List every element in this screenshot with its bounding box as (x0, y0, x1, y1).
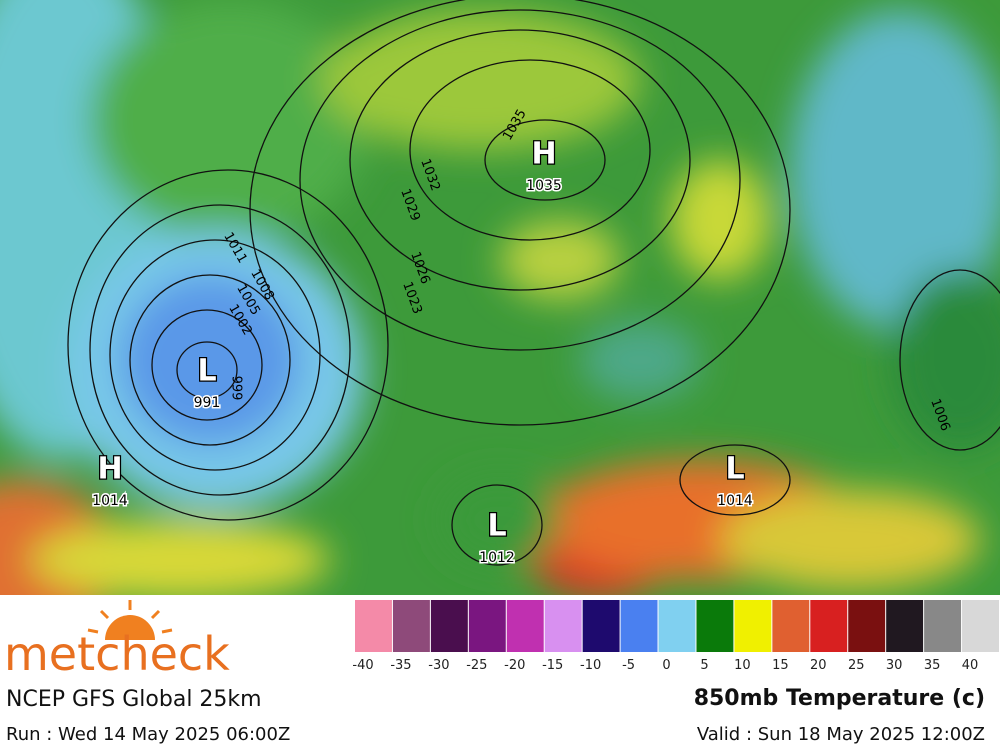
legend-swatch (430, 600, 468, 652)
legend-tick-label: 20 (810, 658, 827, 673)
legend-swatch (886, 600, 924, 652)
pressure-systems: H 1035 L 991 H 1014 L 1012 L 1014 (91, 135, 755, 567)
legend-tick-label: -25 (466, 658, 487, 673)
legend-tick-label: -30 (428, 658, 449, 673)
field-title: 850mb Temperature (c) (694, 686, 985, 711)
legend-swatch (658, 600, 696, 652)
legend-swatch (506, 600, 544, 652)
system-symbol: L (197, 354, 216, 389)
legend-swatch (734, 600, 772, 652)
isobar-label: 999 (229, 376, 244, 401)
system-pressure: 1014 (717, 493, 753, 509)
legend-swatch (620, 600, 658, 652)
legend-tick-label: -5 (622, 658, 635, 673)
legend-swatch (962, 600, 999, 652)
legend-tick-label: 0 (662, 658, 670, 673)
system-pressure: 1012 (479, 550, 515, 566)
color-legend: -40 -35 -30 -25 -20 -15 -10 -5 0 5 10 15 20 25 30 35 40 (352, 600, 999, 673)
legend-tick-label: 10 (734, 658, 751, 673)
system-symbol: L (487, 509, 506, 544)
system-symbol: L (725, 452, 744, 487)
system-pressure: 1014 (92, 493, 128, 509)
legend-tick-label: -10 (580, 658, 601, 673)
brand: metcheck (4, 627, 230, 681)
system-symbol: H (531, 137, 556, 172)
legend-tick-label: 35 (924, 658, 941, 673)
legend-swatch (810, 600, 848, 652)
legend-swatch (848, 600, 886, 652)
legend-tick-label: 5 (700, 658, 708, 673)
legend-tick-label: -40 (352, 658, 373, 673)
legend-swatch (582, 600, 620, 652)
isobars (67, 0, 1000, 566)
legend-swatch (544, 600, 582, 652)
legend-swatch (392, 600, 430, 652)
model: NCEP GFS Global 25km (6, 687, 262, 712)
run-time: Run : Wed 14 May 2025 06:00Z (6, 724, 290, 745)
system-symbol: H (97, 452, 122, 487)
legend-tick-label: -15 (542, 658, 563, 673)
system-pressure: 991 (194, 395, 221, 411)
legend-swatch (696, 600, 734, 652)
legend-swatch (355, 600, 392, 652)
legend-tick-label: 15 (772, 658, 789, 673)
legend-swatch (772, 600, 810, 652)
legend-tick-label: -20 (504, 658, 525, 673)
legend-swatch (924, 600, 962, 652)
legend-swatch (468, 600, 506, 652)
brand-logo (87, 600, 173, 640)
system-pressure: 1035 (526, 178, 562, 194)
temperature-field (0, 0, 1000, 640)
legend-tick-label: 25 (848, 658, 865, 673)
legend-tick-label: 40 (962, 658, 979, 673)
legend-tick-label: 30 (886, 658, 903, 673)
valid-time: Valid : Sun 18 May 2025 12:00Z (697, 724, 985, 745)
legend-tick-label: -35 (390, 658, 411, 673)
